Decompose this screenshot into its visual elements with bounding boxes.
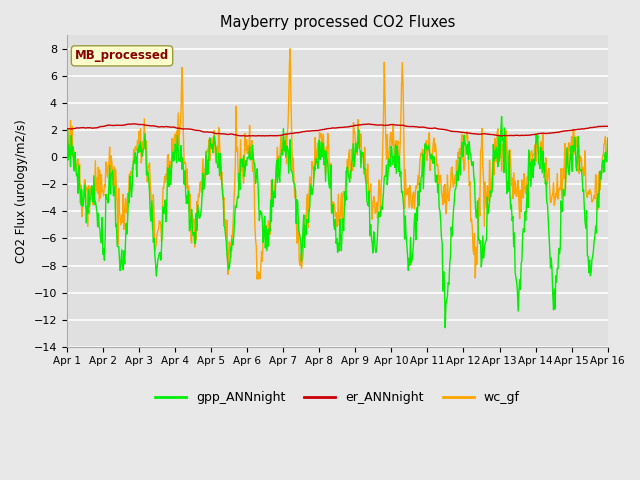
Title: Mayberry processed CO2 Fluxes: Mayberry processed CO2 Fluxes (220, 15, 455, 30)
Y-axis label: CO2 Flux (urology/m2/s): CO2 Flux (urology/m2/s) (15, 119, 28, 263)
Text: MB_processed: MB_processed (75, 49, 169, 62)
Legend: gpp_ANNnight, er_ANNnight, wc_gf: gpp_ANNnight, er_ANNnight, wc_gf (150, 386, 525, 409)
